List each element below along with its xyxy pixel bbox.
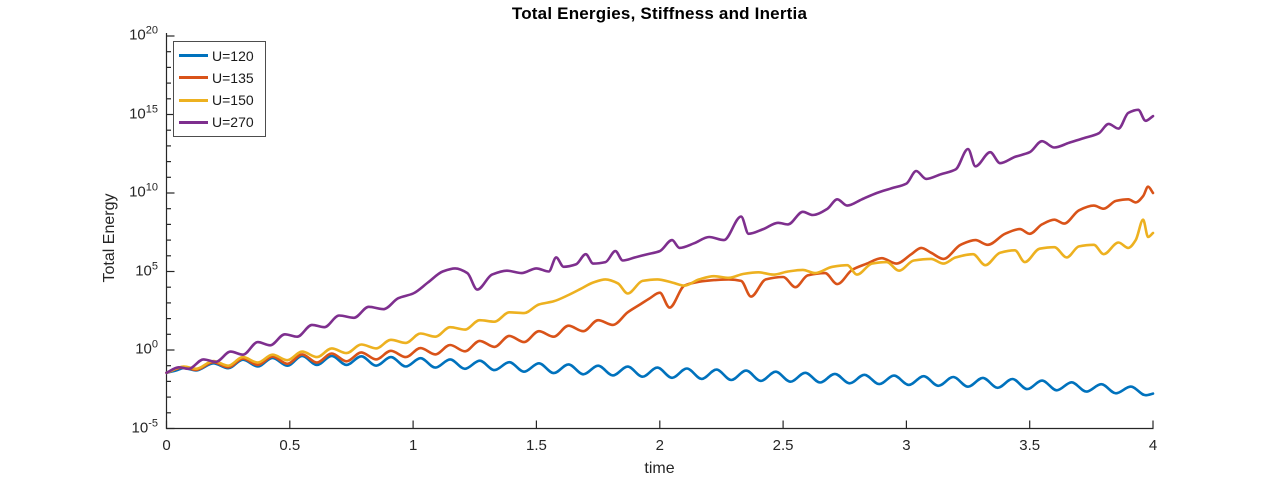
series-line-u150 [165, 218, 1155, 375]
y-tick-label: 105 [135, 260, 158, 280]
legend-label: U=135 [212, 69, 254, 86]
series-line-u120 [165, 354, 1155, 397]
x-tick-label: 1 [408, 437, 418, 454]
legend-swatch [179, 76, 208, 80]
legend-item-u150: U=150 [174, 90, 265, 111]
legend-item-u120: U=120 [174, 45, 265, 66]
legend-label: U=150 [212, 92, 254, 109]
x-tick-label: 4 [1148, 437, 1158, 454]
series-line-u270 [165, 108, 1155, 375]
legend: U=120 U=135 U=150 U=270 [173, 41, 266, 137]
legend-swatch [179, 120, 208, 124]
series-lines [165, 108, 1155, 397]
y-tick-label: 100 [135, 338, 158, 358]
x-tick-label: 0 [162, 437, 171, 454]
x-tick-label: 3.5 [1019, 437, 1041, 454]
y-tick-label: 1020 [129, 24, 158, 44]
x-tick-label: 0.5 [279, 437, 301, 454]
y-tick-label: 1010 [129, 181, 158, 201]
legend-item-u135: U=135 [174, 67, 265, 88]
x-tick-label: 2.5 [772, 437, 794, 454]
x-axis-label: time [644, 460, 675, 477]
y-tick-label: 1015 [129, 103, 158, 123]
legend-swatch [179, 54, 208, 58]
x-tick-label: 1.5 [526, 437, 547, 454]
axis-ticks [165, 35, 1154, 430]
legend-item-u270: U=270 [174, 112, 265, 133]
chart-title: Total Energies, Stiffness and Inertia [511, 4, 808, 23]
x-tick-label: 2 [655, 437, 664, 454]
y-tick-label: 10-5 [131, 417, 158, 437]
legend-label: U=270 [212, 114, 254, 131]
legend-label: U=120 [212, 47, 254, 64]
legend-swatch [179, 98, 208, 102]
x-tick-label: 3 [902, 437, 911, 454]
